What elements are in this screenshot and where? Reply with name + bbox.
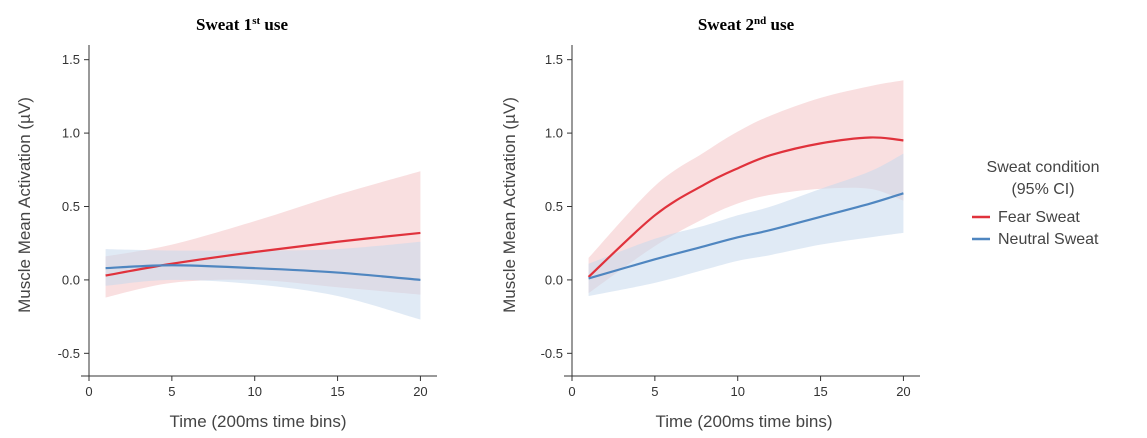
chart-panel-1: Sweat 1st use -0.5 0.0 0.5 1.0 1.5 0 5 10 15 20 T… — [15, 15, 437, 431]
x-tick-label: 10 — [247, 384, 261, 399]
confidence-bands — [105, 171, 421, 320]
series-line-fear — [105, 231, 421, 277]
ci-band-neutral — [588, 153, 904, 297]
x-tick-label: 20 — [896, 384, 910, 399]
x-tick-label: 5 — [651, 384, 658, 399]
y-tick-label: 0.5 — [62, 199, 80, 214]
y-tick-label: 1.5 — [62, 52, 80, 67]
legend-title-line2: (95% CI) — [1011, 181, 1074, 198]
y-tick-label: -0.5 — [58, 346, 80, 361]
legend: Sweat condition (95% CI) Fear Sweat Neutr… — [972, 159, 1099, 248]
ci-band-fear — [588, 80, 904, 294]
confidence-bands — [588, 80, 904, 297]
x-tick-label: 15 — [330, 384, 344, 399]
x-axis-label-1: Time (200ms time bins) — [170, 412, 347, 431]
y-tick-label: 0.0 — [545, 272, 563, 287]
y-tick-label: 1.0 — [545, 126, 563, 141]
chart-title-2: Sweat 2nd use — [698, 15, 795, 34]
series-lines — [587, 136, 904, 280]
x-tick-label: 5 — [168, 384, 175, 399]
y-axis-label-2: Muscle Mean Activation (µV) — [500, 97, 519, 313]
y-axis-label-1: Muscle Mean Activation (µV) — [15, 97, 34, 313]
legend-label-fear: Fear Sweat — [998, 209, 1080, 226]
x-tick-label: 0 — [568, 384, 575, 399]
series-line-neutral — [105, 264, 421, 282]
y-tick-label: 0.0 — [62, 272, 80, 287]
series-lines — [105, 231, 421, 282]
series-line-fear — [587, 136, 904, 278]
x-tick-label: 15 — [813, 384, 827, 399]
x-axis-label-2: Time (200ms time bins) — [656, 412, 833, 431]
chart-panel-2: Sweat 2nd use -0.5 0.0 0.5 1.0 1.5 0 5 10 15 20 T… — [500, 15, 920, 431]
y-tick-label: 1.5 — [545, 52, 563, 67]
legend-title-line1: Sweat condition — [987, 159, 1100, 176]
axes: -0.5 0.0 0.5 1.0 1.5 0 5 10 15 20 — [58, 45, 437, 399]
axes: -0.5 0.0 0.5 1.0 1.5 0 5 10 15 20 — [541, 45, 920, 399]
ci-band-neutral — [105, 241, 421, 320]
x-tick-label: 10 — [730, 384, 744, 399]
x-tick-label: 20 — [413, 384, 427, 399]
y-tick-label: 1.0 — [62, 126, 80, 141]
x-tick-label: 0 — [85, 384, 92, 399]
y-tick-label: 0.5 — [545, 199, 563, 214]
chart-title-1: Sweat 1st use — [196, 15, 288, 34]
series-line-neutral — [588, 192, 904, 280]
legend-label-neutral: Neutral Sweat — [998, 231, 1099, 248]
y-tick-label: -0.5 — [541, 346, 563, 361]
